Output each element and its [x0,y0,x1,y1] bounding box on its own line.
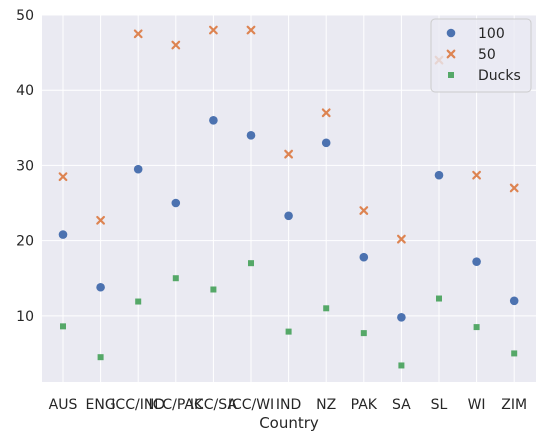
x-stroke [397,234,406,244]
data-point [96,282,105,292]
data-point [58,230,68,239]
data-point [360,330,367,337]
data-point [472,170,481,180]
legend-label: 50 [478,47,496,63]
data-point [209,115,218,125]
y-tick-label: 50 [16,8,34,24]
x-stroke [509,183,519,193]
data-point [97,354,104,361]
x-tick-label: WI [468,397,486,413]
y-tick-label: 40 [16,83,34,99]
data-point [434,170,444,180]
data-point [210,286,217,293]
data-point [472,257,481,266]
data-point [436,295,442,302]
legend-marker [446,49,456,59]
x-stroke [321,108,331,118]
data-point [172,275,179,282]
data-point [397,234,406,244]
x-tick-label: ICC/IND [111,397,165,413]
x-stroke [133,29,143,39]
data-point [60,323,66,330]
x-tick-label: SA [392,397,411,413]
data-point [285,328,292,335]
data-point [359,206,369,215]
data-point [96,215,106,225]
series-100 [58,115,519,322]
x-tick-label: ICC/PAK [148,397,204,413]
y-axis-ticks: 10 20 30 40 50 [16,8,34,325]
x-tick-label: ICC/SA [190,397,238,413]
x-stroke [284,149,293,159]
legend: 100 50 Ducks [430,18,532,93]
x-tick-label: ICC/WI [228,397,274,413]
legend-marker [448,72,454,78]
x-tick-label: NZ [316,397,336,413]
data-marks [58,25,519,369]
x-stroke [96,215,106,225]
legend-box [430,18,532,93]
y-tick-label: 20 [16,234,34,250]
x-tick-label: PAK [351,397,378,413]
legend-label: Ducks [478,68,521,84]
data-point [284,211,293,221]
x-stroke [472,170,481,180]
x-stroke [359,206,369,215]
series-ducks [60,260,518,369]
data-point [171,198,181,208]
x-axis-title: Country [259,414,319,432]
data-point [509,183,519,193]
data-point [58,172,68,182]
x-stroke [446,49,456,59]
x-stroke [58,172,68,182]
data-point [321,138,331,148]
data-point [248,260,254,267]
data-point [397,313,406,322]
y-tick-label: 10 [16,309,34,325]
x-tick-label: IND [276,397,301,413]
data-point [133,29,143,39]
data-point [398,362,405,369]
data-point [509,296,519,306]
x-stroke [171,40,181,50]
x-tick-label: ZIM [501,397,527,413]
grid-lines [42,14,536,382]
x-tick-label: SL [431,397,448,413]
x-stroke [209,25,218,35]
data-point [284,149,293,159]
data-point [359,252,369,262]
data-point [323,305,330,312]
legend-label: 100 [478,26,505,42]
data-point [511,350,518,357]
data-point [133,164,143,174]
legend-marker [446,28,456,38]
x-stroke [246,25,256,35]
x-tick-label: ENG [86,397,116,413]
y-tick-label: 30 [16,158,34,174]
x-tick-label: AUS [49,397,78,413]
data-point [209,25,218,35]
data-point [246,131,256,140]
data-point [246,25,256,35]
data-point [135,298,142,305]
data-point [473,324,480,331]
data-point [321,108,331,118]
data-point [171,40,181,50]
